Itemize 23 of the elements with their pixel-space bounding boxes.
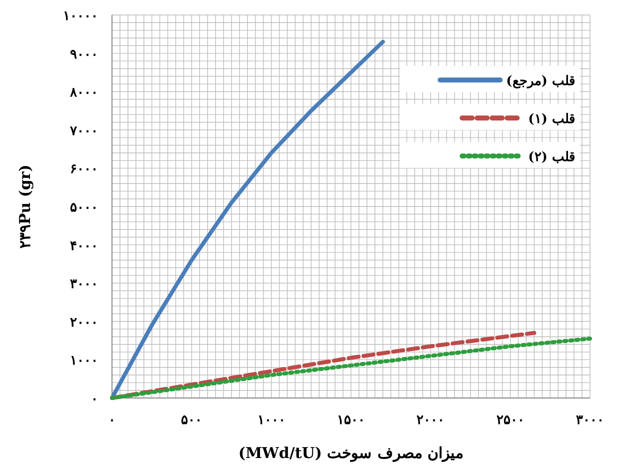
x-tick-label: ۱۵۰۰: [337, 413, 365, 428]
y-tick-label: ۷۰۰۰: [69, 124, 98, 139]
y-axis-title: ۲۳۹Pu (gr): [16, 164, 34, 248]
x-axis-title: میزان مصرف سوخت (MWd/tU): [238, 444, 464, 462]
y-tick-label: ۴۰۰۰: [70, 238, 98, 254]
x-tick-label: ۵۰۰: [181, 413, 202, 428]
y-tick-label: ۳۰۰۰: [70, 277, 98, 292]
y-tick-label: ۶۰۰۰: [70, 162, 98, 178]
y-tick-label: ۹۰۰۰: [70, 47, 98, 62]
x-tick-label: ۲۵۰۰: [496, 413, 524, 428]
x-tick-label: ۰: [108, 413, 116, 428]
y-tick-label: ۲۰۰۰: [70, 315, 98, 330]
y-tick-label: ۸۰۰۰: [69, 86, 98, 101]
x-tick-label: ۳۰۰۰: [576, 413, 604, 428]
legend-label: قلب (۱): [528, 112, 575, 127]
y-tick-label: ۱۰۰۰۰: [63, 9, 98, 24]
y-tick-label: ۱۰۰۰: [70, 354, 98, 369]
y-tick-label: ۰: [91, 392, 98, 407]
x-tick-label: ۱۰۰۰: [257, 413, 286, 428]
x-tick-label: ۲۰۰۰: [416, 413, 445, 428]
legend-label: قلب (۲): [528, 150, 575, 165]
legend-label: قلب (مرجع): [506, 74, 575, 89]
y-tick-label: ۵۰۰۰: [70, 200, 98, 216]
